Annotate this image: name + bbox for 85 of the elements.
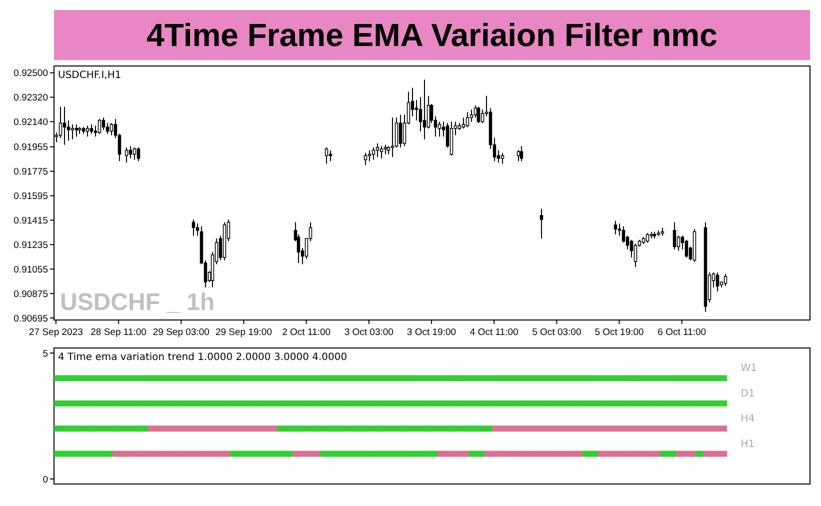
candlestick <box>380 146 384 159</box>
chart-title: 4 Time ema variation trend 1.0000 2.0000 3.0000 4.0000 <box>58 352 348 363</box>
x-tick-label: 2 Oct 11:00 <box>282 327 331 338</box>
candlestick <box>70 124 74 140</box>
candlestick <box>426 95 430 129</box>
candlestick <box>634 243 638 268</box>
candlestick <box>132 146 136 160</box>
y-tick-label: 0.91955 <box>14 142 48 154</box>
candlestick <box>394 117 398 148</box>
candlestick <box>520 146 524 162</box>
text: D1 <box>740 388 755 400</box>
candlestick <box>58 106 62 138</box>
text: H1 <box>740 438 755 450</box>
x-tick-label: 28 Sep 11:00 <box>90 327 146 338</box>
x-tick-label: 3 Oct 19:00 <box>406 327 456 338</box>
x-tick-label: 5 Oct 03:00 <box>532 327 582 338</box>
candlestick <box>476 106 480 124</box>
candlestick <box>324 146 328 164</box>
candlestick <box>102 117 106 130</box>
candlestick <box>110 122 114 136</box>
candlestick <box>438 121 442 138</box>
candlestick <box>516 150 520 162</box>
chart-subtitle: USDCHF.I,H1 <box>58 70 122 81</box>
candlestick <box>196 223 200 236</box>
candlestick <box>86 125 90 138</box>
candlestick <box>376 142 380 158</box>
candlestick <box>462 117 466 129</box>
y-tick-label: 0.90875 <box>14 288 48 300</box>
y-tick-label: 5 <box>42 348 48 360</box>
candlestick <box>418 96 422 132</box>
candlestick <box>372 146 376 160</box>
y-tick-label: 0.92320 <box>14 92 48 104</box>
annotation: USDCHF _ 1h <box>60 289 215 316</box>
candlestick <box>364 152 368 166</box>
x-tick-label: 4 Oct 11:00 <box>470 327 518 338</box>
candlestick <box>622 226 626 244</box>
y-tick-label: 0.90695 <box>14 313 48 324</box>
candlestick <box>128 146 132 159</box>
candlestick <box>422 79 426 140</box>
x-tick-label: 3 Oct 03:00 <box>344 327 394 338</box>
candlestick <box>106 122 110 134</box>
y-tick-label: 0 <box>42 474 48 486</box>
text: H4 <box>740 414 755 425</box>
candlestick <box>430 104 434 124</box>
candlestick <box>684 239 688 258</box>
candlestick <box>368 150 372 162</box>
y-tick-label: 0.91235 <box>14 240 48 251</box>
candlestick <box>672 222 676 250</box>
candlestick <box>136 146 140 162</box>
candlestick <box>614 220 618 235</box>
y-tick-label: 0.92140 <box>14 117 48 128</box>
candlestick <box>474 104 478 118</box>
chart-title: 4Time Frame EMA Variaion Filter nmc <box>146 17 718 53</box>
candlestick <box>398 114 402 148</box>
candlestick <box>630 239 634 258</box>
candlestick <box>466 112 470 128</box>
candlestick <box>192 218 196 236</box>
text: W1 <box>740 363 758 374</box>
x-tick-label: 5 Oct 19:00 <box>594 327 644 338</box>
candlestick <box>384 144 388 155</box>
x-tick-label: 29 Sep 03:00 <box>152 327 210 338</box>
candlestick <box>480 108 484 124</box>
x-tick-label: 27 Sep 2023 <box>29 327 83 338</box>
candlestick <box>414 99 418 121</box>
y-tick-label: 0.91055 <box>14 264 48 276</box>
candlestick <box>62 106 66 146</box>
candlestick <box>470 108 474 122</box>
candlestick <box>98 118 102 134</box>
candlestick <box>540 208 544 240</box>
candlestick <box>716 272 720 292</box>
y-tick-label: 0.92500 <box>14 68 48 80</box>
x-tick-label: 6 Oct 11:00 <box>658 327 706 338</box>
candlestick <box>124 146 128 163</box>
candlestick <box>500 152 504 164</box>
candlestick <box>74 124 78 138</box>
candlestick <box>90 124 94 134</box>
candlestick <box>724 273 728 287</box>
candlestick <box>328 150 332 162</box>
candlestick <box>390 117 394 158</box>
x-tick-label: 29 Sep 19:00 <box>215 327 272 338</box>
candlestick <box>646 232 650 244</box>
y-tick-label: 0.91595 <box>14 191 48 202</box>
y-tick-label: 0.91775 <box>14 166 48 178</box>
candlestick <box>66 120 70 142</box>
y-tick-label: 0.91415 <box>14 215 48 226</box>
